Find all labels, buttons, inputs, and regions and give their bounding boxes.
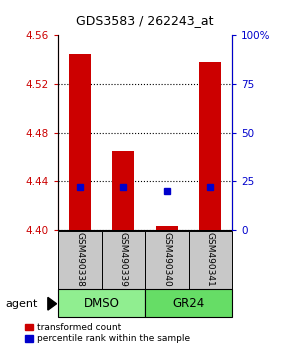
Bar: [156, 227, 177, 230]
Bar: [145, 289, 232, 317]
Text: GR24: GR24: [172, 297, 205, 309]
Polygon shape: [48, 297, 57, 310]
Text: GSM490338: GSM490338: [75, 232, 84, 287]
Text: DMSO: DMSO: [84, 297, 119, 309]
Text: agent: agent: [6, 299, 38, 309]
Text: GDS3583 / 262243_at: GDS3583 / 262243_at: [76, 13, 214, 27]
Bar: [188, 231, 232, 289]
Bar: [58, 289, 145, 317]
Text: GSM490340: GSM490340: [162, 233, 171, 287]
Bar: [102, 231, 145, 289]
Bar: [200, 62, 221, 230]
Bar: [113, 151, 134, 230]
Legend: transformed count, percentile rank within the sample: transformed count, percentile rank withi…: [25, 323, 190, 343]
Bar: [145, 231, 188, 289]
Bar: [58, 231, 102, 289]
Text: GSM490339: GSM490339: [119, 232, 128, 287]
Text: GSM490341: GSM490341: [206, 233, 215, 287]
Bar: [69, 54, 90, 230]
